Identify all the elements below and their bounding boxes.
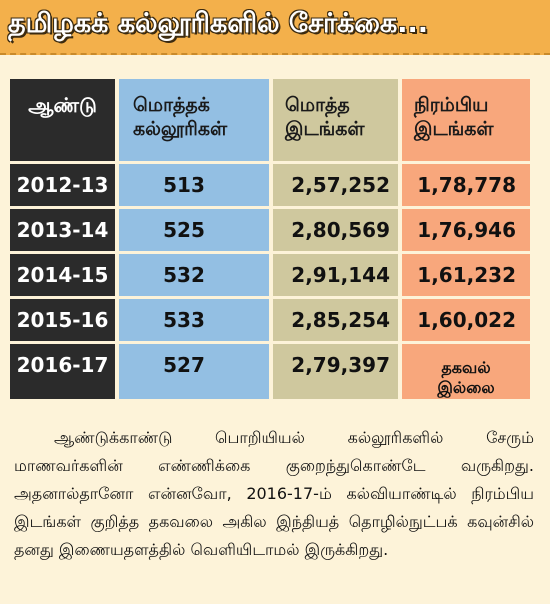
header-seats-line2: இடங்கள் bbox=[285, 118, 365, 140]
title-bar: தமிழகக் கல்லூரிகளில் சேர்க்கை... bbox=[0, 0, 550, 55]
table-row: 2012-13 513 2,57,252 1,78,778 bbox=[10, 164, 530, 206]
cell-seats: 2,91,144 bbox=[291, 263, 390, 287]
cell-year: 2015-16 bbox=[16, 308, 109, 332]
table-row: 2013-14 525 2,80,569 1,76,946 bbox=[10, 209, 530, 251]
cell-seats: 2,79,397 bbox=[291, 353, 390, 377]
cell-filled: 1,78,778 bbox=[417, 173, 516, 197]
cell-filled: 1,60,022 bbox=[417, 308, 516, 332]
cell-colleges: 532 bbox=[163, 263, 205, 287]
cell-seats: 2,57,252 bbox=[291, 173, 390, 197]
header-seats-line1: மொத்த bbox=[285, 94, 350, 116]
cell-year: 2013-14 bbox=[16, 218, 109, 242]
cell-colleges: 525 bbox=[163, 218, 205, 242]
page-title: தமிழகக் கல்லூரிகளில் சேர்க்கை... bbox=[8, 8, 429, 39]
colleges-column-bg bbox=[119, 79, 269, 399]
cell-year: 2016-17 bbox=[16, 353, 109, 377]
cell-seats: 2,80,569 bbox=[291, 218, 390, 242]
seats-column-bg bbox=[273, 79, 398, 399]
header-filled-line1: நிரம்பிய bbox=[414, 94, 489, 116]
cell-year: 2012-13 bbox=[16, 173, 109, 197]
cell-year: 2014-15 bbox=[16, 263, 109, 287]
header-year: ஆண்டு bbox=[28, 93, 97, 117]
row-divider bbox=[10, 296, 530, 299]
header-filled: நிரம்பிய இடங்கள் bbox=[402, 79, 530, 161]
description-paragraph: ஆண்டுக்காண்டு பொறியியல் கல்லூரிகளில் சேர… bbox=[14, 424, 534, 564]
cell-filled: 1,61,232 bbox=[417, 263, 516, 287]
cell-seats: 2,85,254 bbox=[291, 308, 390, 332]
header-colleges-line2: கல்லூரிகள் bbox=[133, 118, 228, 140]
table-row: 2015-16 533 2,85,254 1,60,022 bbox=[10, 299, 530, 341]
table-row: 2016-17 527 2,79,397 தகவல் இல்லை bbox=[10, 344, 530, 399]
row-divider bbox=[10, 206, 530, 209]
row-divider bbox=[10, 161, 530, 164]
admissions-table: ஆண்டு மொத்தக் கல்லூரிகள் மொத்த இடங்கள் ந… bbox=[10, 79, 530, 399]
cell-colleges: 527 bbox=[163, 353, 205, 377]
header-filled-line2: இடங்கள் bbox=[414, 118, 494, 140]
na-line1: தகவல் bbox=[441, 358, 491, 377]
year-column-bg bbox=[10, 79, 115, 399]
cell-colleges: 513 bbox=[163, 173, 205, 197]
row-divider bbox=[10, 341, 530, 344]
row-divider bbox=[10, 251, 530, 254]
table-row: 2014-15 532 2,91,144 1,61,232 bbox=[10, 254, 530, 296]
header-colleges: மொத்தக் கல்லூரிகள் bbox=[119, 79, 269, 161]
cell-filled-unavailable: தகவல் இல்லை bbox=[402, 344, 530, 397]
cell-filled: 1,76,946 bbox=[417, 218, 516, 242]
na-line2: இல்லை bbox=[437, 378, 495, 397]
header-seats: மொத்த இடங்கள் bbox=[273, 79, 398, 161]
description-text: ஆண்டுக்காண்டு பொறியியல் கல்லூரிகளில் சேர… bbox=[14, 428, 534, 559]
header-colleges-line1: மொத்தக் bbox=[133, 94, 210, 116]
filled-column-bg bbox=[402, 79, 530, 399]
cell-colleges: 533 bbox=[163, 308, 205, 332]
